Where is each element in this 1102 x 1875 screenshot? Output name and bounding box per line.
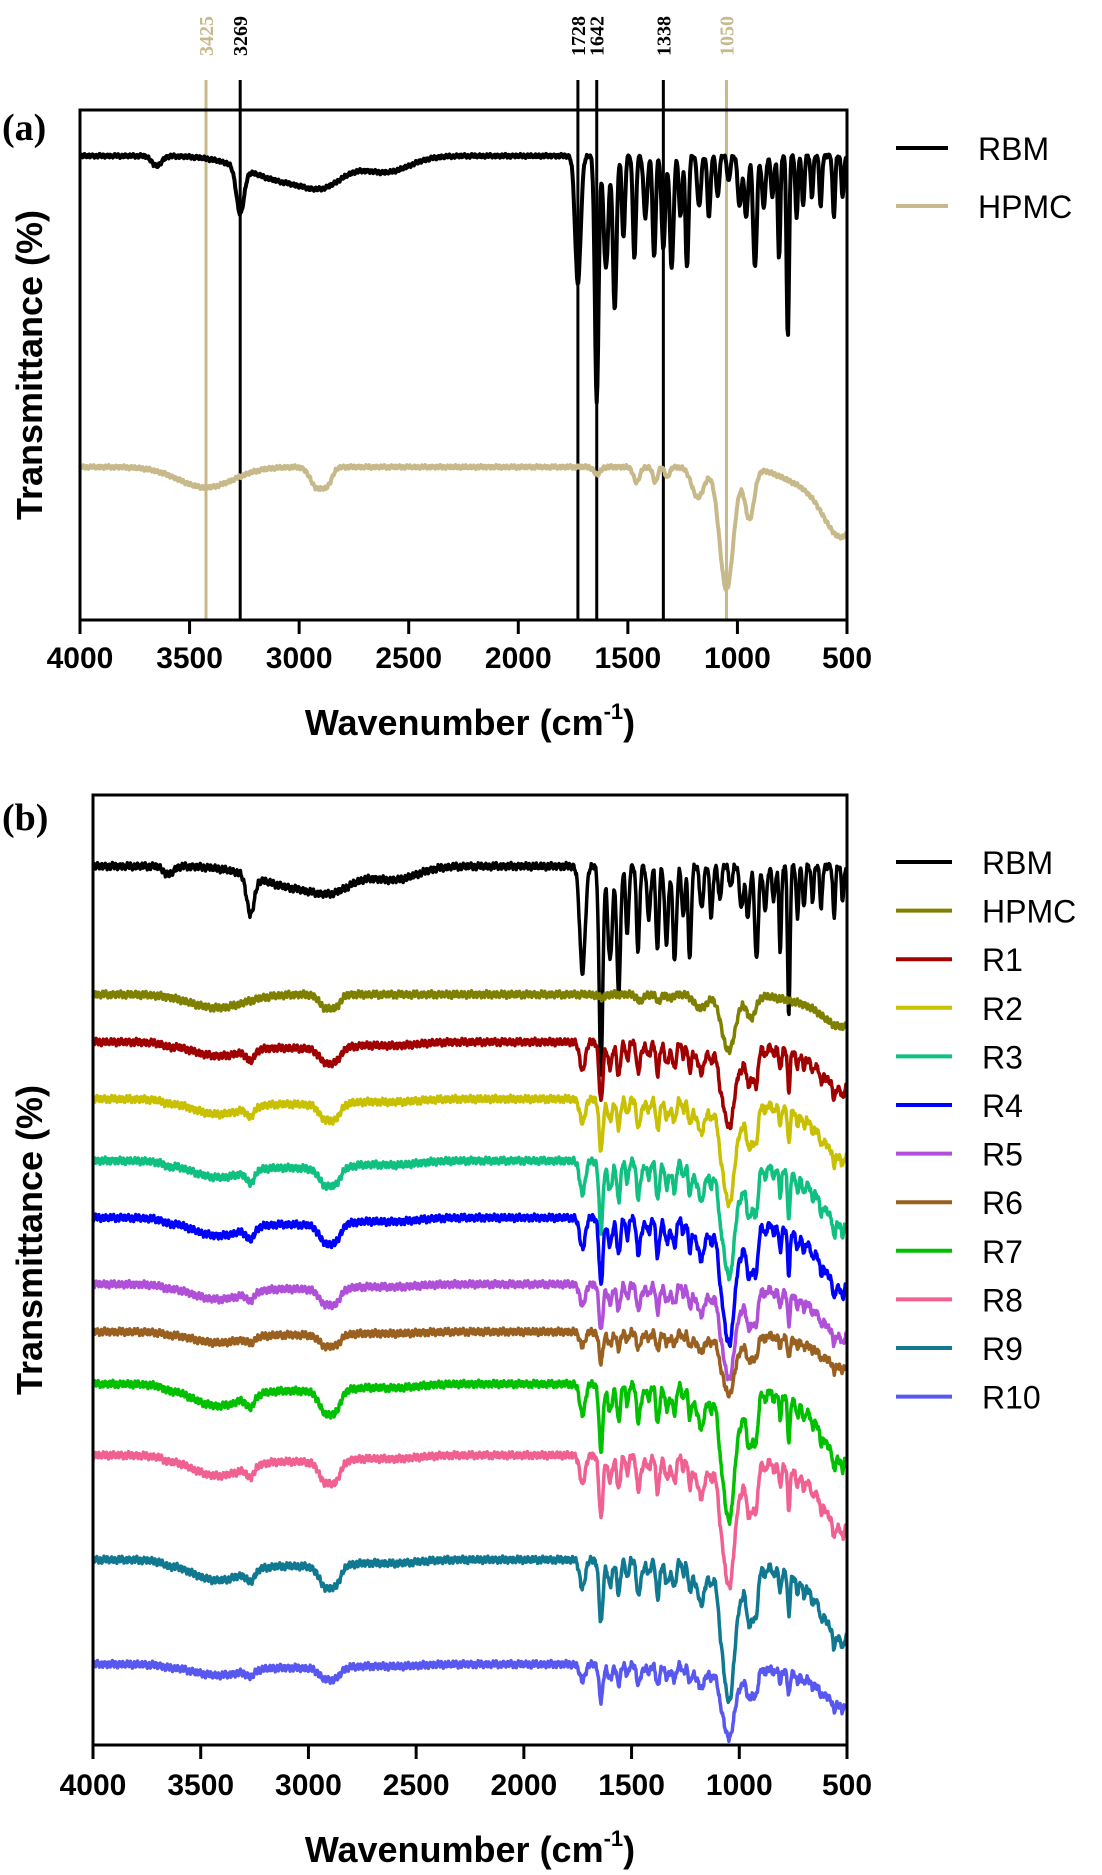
series-line-r8 xyxy=(91,1449,849,1591)
panel-b-x-axis-title-close: ) xyxy=(623,1829,635,1870)
legend-label-r9: R9 xyxy=(982,1331,1023,1367)
legend-label-r7: R7 xyxy=(982,1234,1023,1270)
panel-b-x-axis-title-main: Wavenumber (cm xyxy=(305,1829,604,1870)
legend-label-r8: R8 xyxy=(982,1282,1023,1318)
series-line-r10 xyxy=(91,1658,848,1744)
x-tick-label: 500 xyxy=(822,1769,872,1802)
legend-label-r10: R10 xyxy=(982,1380,1041,1416)
peak-label-3425: 3425 xyxy=(196,16,218,56)
panel-b-label: (b) xyxy=(2,797,48,839)
panel-a-label: (a) xyxy=(2,107,46,149)
series-line-r6 xyxy=(91,1326,849,1399)
panel-b-series xyxy=(91,860,849,1744)
x-tick-label: 2000 xyxy=(485,642,552,675)
x-tick-label: 500 xyxy=(822,642,872,675)
legend-label-r4: R4 xyxy=(982,1088,1023,1124)
x-tick-label: 3000 xyxy=(266,642,333,675)
legend-label-rbm: RBM xyxy=(978,131,1049,167)
panel-b-x-ticks: 4000 3500 3000 2500 2000 1500 1000 500 xyxy=(60,1745,872,1802)
panel-a-x-axis-title-close: ) xyxy=(623,702,635,743)
peak-label-1728: 1728 xyxy=(568,16,590,56)
x-tick-label: 3500 xyxy=(167,1769,234,1802)
x-tick-label: 2000 xyxy=(490,1769,557,1802)
panel-b-x-axis-title: Wavenumber (cm-1) xyxy=(305,1826,635,1870)
legend-label-hpmc: HPMC xyxy=(978,189,1072,225)
legend-label-r6: R6 xyxy=(982,1185,1023,1221)
series-line-rbm xyxy=(91,860,848,1077)
panel-a-x-axis-title-main: Wavenumber (cm xyxy=(305,702,604,743)
panel-a-y-axis-title: Transmittance (%) xyxy=(9,210,50,520)
x-tick-label: 1000 xyxy=(704,642,771,675)
panel-b-legend: RBM HPMC R1 R2 R3 R4 R5 R6 R7 R8 R9 R10 xyxy=(896,845,1076,1416)
panel-b-frame xyxy=(91,793,849,1747)
series-line-r4 xyxy=(91,1212,848,1349)
x-tick-label: 4000 xyxy=(60,1769,127,1802)
x-tick-label: 3000 xyxy=(275,1769,342,1802)
legend-label-r5: R5 xyxy=(982,1137,1023,1173)
series-line-r7 xyxy=(91,1378,848,1526)
x-tick-label: 1500 xyxy=(598,1769,665,1802)
peak-label-3269: 3269 xyxy=(230,16,252,56)
peak-label-1050: 1050 xyxy=(716,16,738,56)
panel-a-legend: RBM HPMC xyxy=(896,131,1072,225)
legend-label-hpmc: HPMC xyxy=(982,894,1076,930)
panel-b-x-axis-title-sup: -1 xyxy=(604,1826,624,1851)
panel-a-frame xyxy=(78,108,849,622)
panel-b: (b) Transmittance (%) 4000 3500 3000 2500 20… xyxy=(2,793,1076,1870)
series-line-r1 xyxy=(91,1036,849,1131)
panel-a-x-axis-title-sup: -1 xyxy=(604,699,624,724)
series-line-hpmc xyxy=(78,463,849,592)
panel-a-x-axis-title: Wavenumber (cm-1) xyxy=(305,699,635,743)
x-tick-label: 1500 xyxy=(594,642,661,675)
x-tick-label: 2500 xyxy=(375,642,442,675)
panel-a-series xyxy=(78,151,849,592)
x-tick-label: 2500 xyxy=(383,1769,450,1802)
x-tick-label: 3500 xyxy=(156,642,223,675)
peak-label-1338: 1338 xyxy=(653,16,675,56)
series-line-r3 xyxy=(91,1155,849,1282)
panel-b-y-axis-title: Transmittance (%) xyxy=(9,1085,50,1395)
legend-label-r2: R2 xyxy=(982,991,1023,1027)
series-line-r5 xyxy=(91,1278,848,1382)
x-tick-label: 4000 xyxy=(47,642,114,675)
legend-label-r1: R1 xyxy=(982,942,1023,978)
series-line-r2 xyxy=(91,1093,849,1209)
series-line-rbm xyxy=(78,151,848,405)
x-tick-label: 1000 xyxy=(706,1769,773,1802)
series-line-hpmc xyxy=(91,988,848,1056)
panel-a-x-ticks: 4000 3500 3000 2500 2000 1500 1000 500 xyxy=(47,620,872,675)
legend-label-r3: R3 xyxy=(982,1039,1023,1075)
peak-label-1642: 1642 xyxy=(587,16,609,56)
series-line-r9 xyxy=(91,1554,849,1705)
legend-label-rbm: RBM xyxy=(982,845,1053,881)
